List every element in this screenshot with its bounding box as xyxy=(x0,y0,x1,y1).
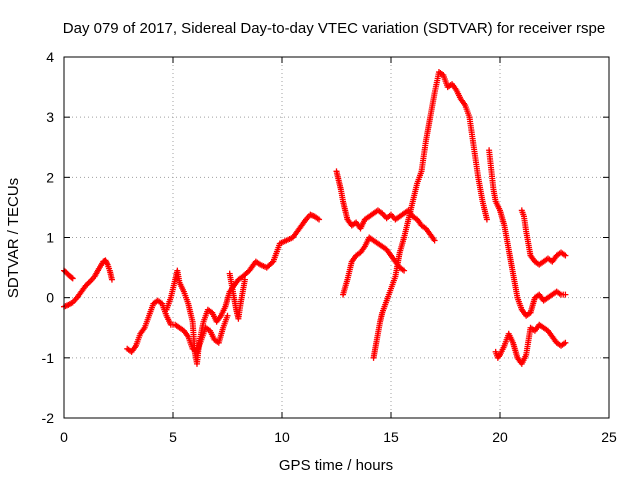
data-point xyxy=(108,276,115,283)
x-tick-label: 15 xyxy=(383,429,399,445)
x-tick-label: 20 xyxy=(492,429,508,445)
y-tick-label: 0 xyxy=(46,290,54,306)
y-axis-label: SDTVAR / TECUs xyxy=(5,178,22,298)
data-point xyxy=(483,216,490,223)
data-point xyxy=(562,339,569,346)
series-arc-6 xyxy=(333,168,438,244)
series-arc-3 xyxy=(124,297,231,355)
series-arc-9 xyxy=(486,147,569,319)
y-tick-label: -1 xyxy=(42,350,55,366)
y-tick-label: -2 xyxy=(42,410,55,426)
data-point xyxy=(68,274,75,281)
data-point xyxy=(69,275,76,282)
x-tick-label: 10 xyxy=(274,429,290,445)
y-tick-label: 4 xyxy=(46,49,54,65)
y-tick-label: 2 xyxy=(46,169,54,185)
y-tick-label: 1 xyxy=(46,230,54,246)
data-point xyxy=(224,312,231,319)
y-tick-label: 3 xyxy=(46,109,54,125)
data-point xyxy=(431,237,438,244)
chart-title: Day 079 of 2017, Sidereal Day-to-day VTE… xyxy=(63,20,605,37)
data-point xyxy=(241,276,248,283)
series-arc-11 xyxy=(518,207,569,268)
data-point xyxy=(562,252,569,259)
x-tick-label: 5 xyxy=(169,429,177,445)
x-tick-label: 25 xyxy=(601,429,617,445)
series-arc-10 xyxy=(492,321,569,367)
data-point xyxy=(316,216,323,223)
x-tick-label: 0 xyxy=(60,429,68,445)
series-arc-5 xyxy=(226,270,248,322)
series-arc-2 xyxy=(61,257,115,310)
series-arc-4 xyxy=(163,211,323,367)
data-point xyxy=(268,259,275,266)
data-point xyxy=(401,267,408,274)
data-point xyxy=(562,291,569,298)
axis-ticks: 0 5 10 15 20 25 -2 -1 0 1 2 3 4 xyxy=(42,49,617,445)
x-axis-label: GPS time / hours xyxy=(279,457,393,474)
series-arc-8 xyxy=(370,69,490,361)
data-series xyxy=(61,69,569,367)
series-arc-1 xyxy=(61,267,76,282)
